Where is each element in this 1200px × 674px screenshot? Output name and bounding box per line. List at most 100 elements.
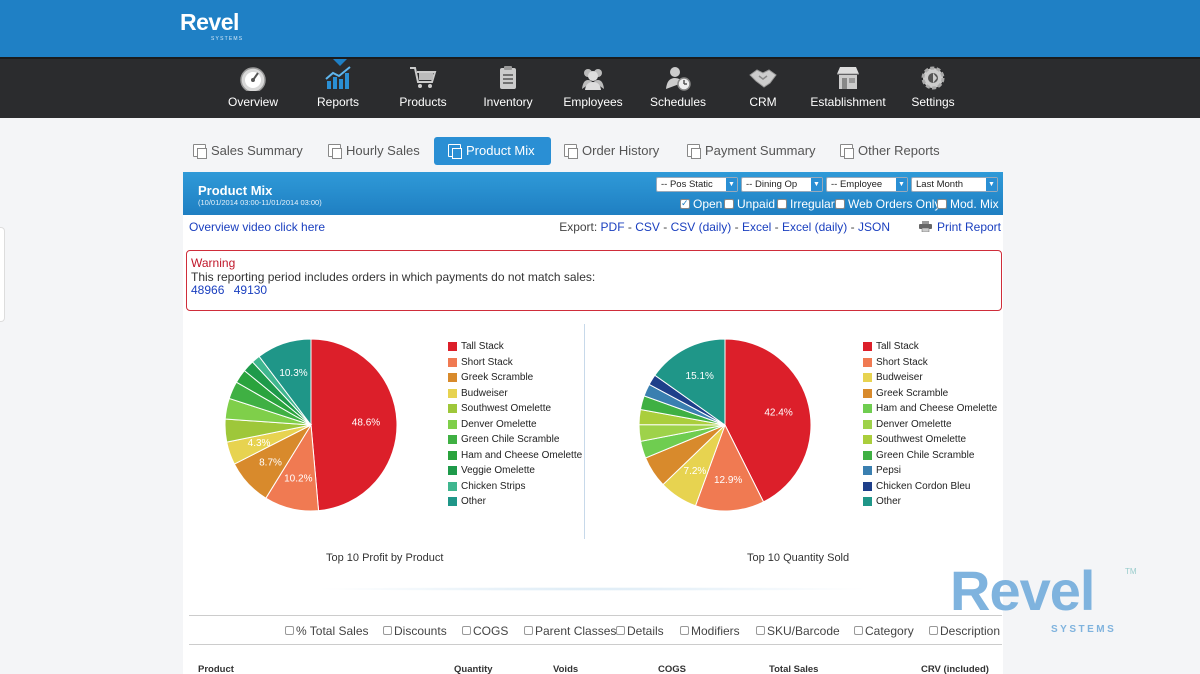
- tab-product-mix[interactable]: Product Mix: [434, 137, 551, 165]
- warning-title: Warning: [191, 256, 236, 270]
- legend-item[interactable]: Greek Scramble: [863, 387, 997, 403]
- overview-video-link[interactable]: Overview video click here: [189, 220, 326, 234]
- filter-irregular[interactable]: Irregular: [777, 197, 835, 211]
- employee-select[interactable]: -- Employee ▼: [826, 177, 908, 192]
- nav-employees[interactable]: Employees: [550, 65, 636, 109]
- export-csv-daily-link[interactable]: CSV (daily): [670, 220, 732, 234]
- nav-establishment[interactable]: Establishment: [805, 65, 891, 109]
- legend-item[interactable]: Budweiser: [448, 387, 582, 403]
- filter-open[interactable]: Open: [680, 197, 722, 211]
- filter-label: Web Orders Only: [848, 197, 941, 211]
- option-discounts[interactable]: Discounts: [383, 624, 447, 638]
- checkbox[interactable]: [680, 626, 689, 635]
- export-excel-daily-link[interactable]: Excel (daily): [781, 220, 848, 234]
- legend-item[interactable]: Budweiser: [863, 371, 997, 387]
- order-link[interactable]: 49130: [233, 283, 268, 297]
- pie-slice[interactable]: [310, 338, 398, 512]
- tab-other-reports[interactable]: Other Reports: [840, 137, 940, 165]
- filter-web-orders-only[interactable]: Web Orders Only: [835, 197, 940, 211]
- checkbox[interactable]: [724, 199, 734, 209]
- option-parent-classes[interactable]: Parent Classes: [524, 624, 616, 638]
- legend-item[interactable]: Greek Scramble: [448, 371, 582, 387]
- col-crv[interactable]: CRV (included): [921, 664, 989, 674]
- date-range-select[interactable]: Last Month ▼: [911, 177, 998, 192]
- option-category[interactable]: Category: [854, 624, 914, 638]
- legend-item[interactable]: Other: [863, 495, 997, 511]
- col-total-sales[interactable]: Total Sales: [769, 664, 819, 674]
- legend-item[interactable]: Southwest Omelette: [448, 402, 582, 418]
- col-quantity[interactable]: Quantity: [454, 664, 493, 674]
- legend-item[interactable]: Denver Omelette: [863, 418, 997, 434]
- checkbox[interactable]: [383, 626, 392, 635]
- legend-item[interactable]: Pepsi: [863, 464, 997, 480]
- checkbox[interactable]: [854, 626, 863, 635]
- option-description[interactable]: Description: [929, 624, 1000, 638]
- legend-item[interactable]: Green Chile Scramble: [448, 433, 582, 449]
- filter-mod-mix[interactable]: Mod. Mix: [937, 197, 999, 211]
- tab-sales-summary[interactable]: Sales Summary: [193, 137, 303, 165]
- legend-item[interactable]: Short Stack: [448, 356, 582, 372]
- legend-item[interactable]: Chicken Cordon Bleu: [863, 480, 997, 496]
- option-cogs[interactable]: COGS: [462, 624, 508, 638]
- export-excel-link[interactable]: Excel: [741, 220, 772, 234]
- nav-settings[interactable]: Settings: [890, 65, 976, 109]
- pos-station-select[interactable]: -- Pos Static ▼: [656, 177, 738, 192]
- checkbox[interactable]: [462, 626, 471, 635]
- nav-crm[interactable]: CRM: [720, 65, 806, 109]
- order-link[interactable]: 48966: [191, 283, 225, 297]
- legend-item[interactable]: Southwest Omelette: [863, 433, 997, 449]
- checkbox[interactable]: [937, 199, 947, 209]
- legend-item[interactable]: Chicken Strips: [448, 480, 582, 496]
- option-sku-barcode[interactable]: SKU/Barcode: [756, 624, 840, 638]
- checkbox[interactable]: [835, 199, 845, 209]
- tab-order-history[interactable]: Order History: [564, 137, 659, 165]
- legend-item[interactable]: Ham and Cheese Omelette: [863, 402, 997, 418]
- nav-reports[interactable]: Reports: [295, 65, 381, 109]
- pie-slice[interactable]: [694, 423, 765, 512]
- legend-item[interactable]: Ham and Cheese Omelette: [448, 449, 582, 465]
- legend-item[interactable]: Veggie Omelette: [448, 464, 582, 480]
- nav-schedules[interactable]: Schedules: [635, 65, 721, 109]
- tab-hourly-sales[interactable]: Hourly Sales: [328, 137, 420, 165]
- option-pct-total-sales[interactable]: % Total Sales: [285, 624, 369, 638]
- checkbox[interactable]: [929, 626, 938, 635]
- profit-chart-title: Top 10 Profit by Product: [326, 552, 444, 564]
- pie-slice[interactable]: [258, 338, 312, 427]
- col-voids[interactable]: Voids: [553, 664, 579, 674]
- col-product[interactable]: Product: [198, 664, 234, 674]
- report-icon: [448, 144, 462, 159]
- dining-option-select[interactable]: -- Dining Op ▼: [741, 177, 823, 192]
- brand-logo[interactable]: Revel: [180, 9, 239, 35]
- checkbox[interactable]: [524, 626, 533, 635]
- option-label: COGS: [473, 624, 509, 638]
- nav-inventory[interactable]: Inventory: [465, 65, 551, 109]
- legend-item[interactable]: Short Stack: [863, 356, 997, 372]
- pie-slice[interactable]: [724, 338, 812, 503]
- checkbox[interactable]: [756, 626, 765, 635]
- checkbox[interactable]: [777, 199, 787, 209]
- legend-item[interactable]: Other: [448, 495, 582, 511]
- option-details[interactable]: Details: [616, 624, 664, 638]
- checkbox[interactable]: [680, 197, 690, 211]
- export-pdf-link[interactable]: PDF: [600, 220, 625, 234]
- legend-item[interactable]: Green Chile Scramble: [863, 449, 997, 465]
- checkbox[interactable]: [285, 626, 294, 635]
- export-json-link[interactable]: JSON: [857, 220, 890, 234]
- legend-swatch: [448, 388, 457, 398]
- print-report-button[interactable]: Print Report: [918, 220, 1001, 234]
- checkbox[interactable]: [616, 626, 625, 635]
- pie-slice[interactable]: [654, 338, 726, 426]
- filter-unpaid[interactable]: Unpaid: [724, 197, 775, 211]
- legend-item[interactable]: Tall Stack: [863, 340, 997, 356]
- nav-overview[interactable]: Overview: [210, 65, 296, 109]
- tab-payment-summary[interactable]: Payment Summary: [687, 137, 816, 165]
- col-cogs[interactable]: COGS: [658, 664, 686, 674]
- side-tab-handle[interactable]: [0, 227, 5, 322]
- revel-watermark: Revel TM SYSTEMS: [950, 561, 1140, 641]
- brand-logo-sub: SYSTEMS: [211, 36, 244, 42]
- legend-item[interactable]: Tall Stack: [448, 340, 582, 356]
- legend-item[interactable]: Denver Omelette: [448, 418, 582, 434]
- export-csv-link[interactable]: CSV: [635, 220, 660, 234]
- nav-products[interactable]: Products: [380, 65, 466, 109]
- option-modifiers[interactable]: Modifiers: [680, 624, 740, 638]
